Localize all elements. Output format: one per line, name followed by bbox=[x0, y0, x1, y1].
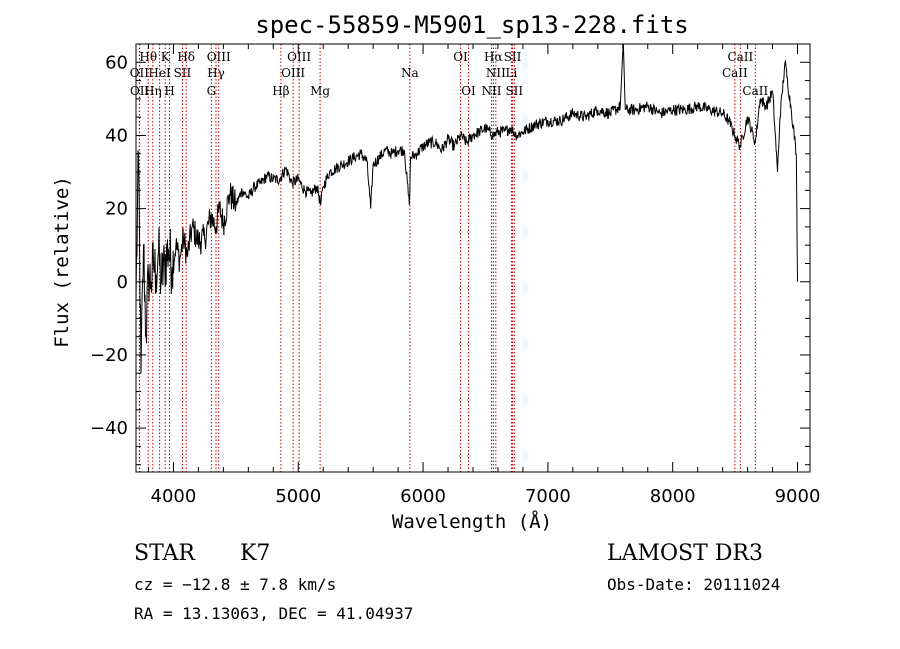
spectral-line-label: G bbox=[207, 84, 217, 98]
spectral-line-label: CaII bbox=[727, 50, 753, 64]
chart-title: spec-55859-M5901_sp13-228.fits bbox=[255, 11, 688, 39]
y-tick-label: 20 bbox=[105, 199, 128, 220]
redshift-readout: cz = −12.8 ± 7.8 km/s bbox=[134, 575, 336, 594]
x-tick-label: 9000 bbox=[775, 486, 821, 507]
spectrum-line bbox=[135, 43, 798, 374]
spectral-line-label: CaII bbox=[722, 66, 748, 80]
spectral-line-label: SII bbox=[504, 50, 522, 64]
spectral-line-label: SII bbox=[174, 66, 192, 80]
y-tick-label: −40 bbox=[90, 418, 128, 439]
coordinates: RA = 13.13063, DEC = 41.04937 bbox=[134, 604, 413, 623]
survey-name: LAMOST DR3 bbox=[607, 541, 763, 566]
y-tick-label: 40 bbox=[105, 125, 128, 146]
spectral-line-markers bbox=[138, 44, 756, 472]
spectral-line-label: OIII bbox=[287, 50, 311, 64]
spectral-line-label: K bbox=[161, 50, 171, 64]
spectral-line-label: Hγ bbox=[207, 66, 225, 80]
x-tick-label: 7000 bbox=[525, 486, 571, 507]
y-tick-label: 60 bbox=[105, 52, 128, 73]
spectral-line-label: Mg bbox=[310, 84, 330, 98]
spectral-line-label: Hα bbox=[484, 50, 503, 64]
x-tick-label: 5000 bbox=[275, 486, 321, 507]
spectral-line-label: OIII bbox=[207, 50, 231, 64]
obs-date: Obs-Date: 20111024 bbox=[607, 575, 780, 594]
spectral-line-label: SII bbox=[505, 84, 523, 98]
x-tick-label: 6000 bbox=[400, 486, 446, 507]
axes: 4000 5000 6000 7000 8000 9000 −40 −20 0 20 40 60 bbox=[90, 43, 821, 507]
spectral-line-label: OI bbox=[461, 84, 476, 98]
spectral-line-label: Hδ bbox=[177, 50, 195, 64]
object-class: STAR bbox=[134, 541, 196, 566]
spectral-line-label: CaII bbox=[742, 84, 768, 98]
spectral-line-label: H bbox=[164, 84, 174, 98]
spectral-line-label: Na bbox=[401, 66, 419, 80]
spectral-line-label: Hη bbox=[144, 84, 162, 98]
spectral-line-label: NII bbox=[481, 84, 501, 98]
spectral-line-label: OI bbox=[453, 50, 468, 64]
y-tick-label: −20 bbox=[90, 345, 128, 366]
spectral-line-label: Li bbox=[506, 66, 518, 80]
y-axis-label: Flux (relative) bbox=[51, 176, 73, 348]
spectral-line-label: OIII bbox=[281, 66, 305, 80]
spectral-line-label: OII bbox=[130, 66, 150, 80]
spectral-line-label: OII bbox=[130, 84, 150, 98]
x-axis-label: Wavelength (Å) bbox=[392, 510, 552, 533]
spectral-line-label: NII bbox=[486, 66, 506, 80]
spectral-line-label: Hθ bbox=[139, 50, 157, 64]
x-tick-label: 4000 bbox=[151, 486, 197, 507]
object-subclass: K7 bbox=[240, 541, 270, 566]
x-tick-label: 8000 bbox=[650, 486, 696, 507]
y-tick-label: 0 bbox=[117, 272, 128, 293]
spectral-line-label: Hβ bbox=[272, 84, 289, 98]
spectral-line-label: HeI bbox=[148, 66, 171, 80]
series-layer bbox=[135, 43, 798, 374]
